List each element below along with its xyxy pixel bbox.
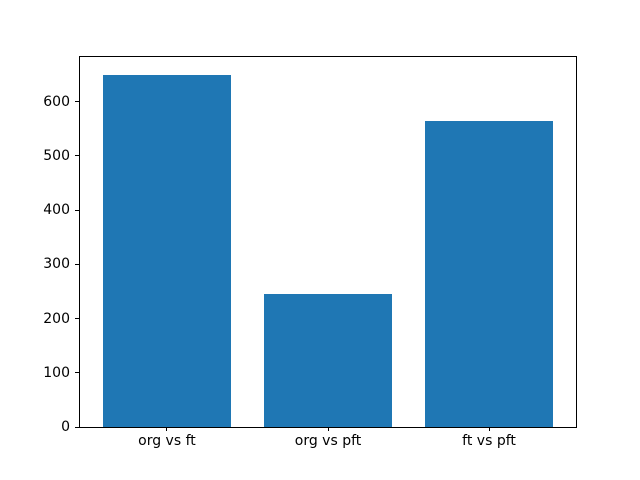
y-tick-label: 600 xyxy=(43,93,70,110)
y-tick-mark xyxy=(75,263,80,265)
x-tick-mark xyxy=(166,427,168,431)
y-tick-mark xyxy=(75,372,80,374)
y-tick-label: 0 xyxy=(61,419,70,435)
y-tick-label: 400 xyxy=(43,202,70,219)
y-tick-mark xyxy=(75,426,80,428)
x-tick-label: ft vs pft xyxy=(462,433,516,449)
y-tick-label: 200 xyxy=(43,310,70,327)
y-tick-label: 300 xyxy=(43,256,70,273)
bar-ft-vs-pft xyxy=(424,120,554,427)
y-tick-mark xyxy=(75,101,80,103)
plot-area: 0 100 200 300 400 500 600 org vs ft org vs pft ft… xyxy=(43,56,577,448)
x-tick-label: org vs pft xyxy=(294,433,362,449)
y-tick-mark xyxy=(75,318,80,320)
bar-org-vs-pft xyxy=(263,294,393,427)
x-tick-label: org vs ft xyxy=(138,433,196,449)
y-tick-label: 100 xyxy=(43,364,70,381)
y-tick-mark xyxy=(75,155,80,157)
x-tick-mark xyxy=(488,427,490,431)
bar-org-vs-ft xyxy=(102,74,232,427)
y-tick-label: 500 xyxy=(43,147,70,164)
x-tick-mark xyxy=(327,427,329,431)
y-tick-mark xyxy=(75,209,80,211)
